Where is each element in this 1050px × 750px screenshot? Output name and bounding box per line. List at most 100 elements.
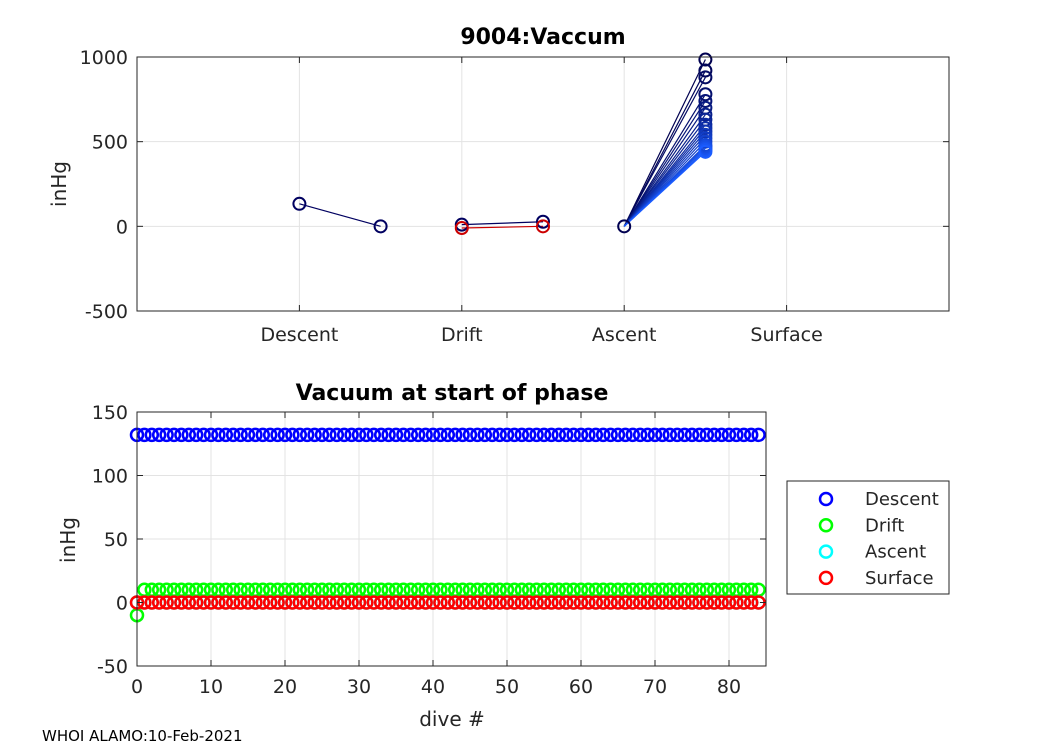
point-descent (277, 427, 293, 443)
point-descent (447, 427, 463, 443)
point-surface (359, 595, 374, 610)
point-surface (203, 595, 219, 610)
top-x-tick-label: Ascent (592, 324, 657, 346)
point-descent (322, 427, 337, 443)
point-surface (507, 595, 522, 610)
point-descent (625, 427, 641, 443)
point-descent (381, 427, 396, 443)
point-surface (144, 595, 160, 610)
point-surface (292, 595, 308, 610)
ascent-end-marker (698, 63, 713, 78)
bottom-x-tick-label: 20 (273, 676, 297, 698)
point-surface (706, 595, 722, 610)
phase-marker (373, 219, 388, 234)
bottom-x-tick-label: 30 (347, 676, 371, 698)
top-x-tick-label: Drift (441, 324, 483, 346)
point-surface (262, 595, 278, 610)
point-descent (692, 427, 707, 443)
bottom-x-tick-label: 70 (643, 676, 667, 698)
point-surface (299, 595, 315, 610)
point-descent (655, 427, 670, 443)
point-surface (618, 595, 633, 610)
bottom-x-tick-label: 0 (131, 676, 143, 698)
point-descent (529, 427, 544, 443)
point-surface (669, 595, 685, 610)
point-descent (248, 427, 263, 443)
top-ticks: -500 0 500 1000 Descent Drift Ascent Surface (80, 47, 949, 346)
legend-label-drift: Drift (865, 515, 904, 536)
point-surface (566, 595, 581, 610)
point-surface (196, 595, 211, 610)
point-surface (699, 595, 715, 610)
point-surface (188, 595, 204, 610)
point-descent (218, 427, 234, 443)
top-y-tick-label: 500 (92, 132, 128, 154)
point-surface (692, 595, 707, 610)
point-surface (743, 595, 759, 610)
point-surface (240, 595, 256, 610)
point-surface (322, 595, 337, 610)
point-surface (729, 595, 744, 610)
point-surface (529, 595, 544, 610)
point-descent (403, 427, 419, 443)
point-surface (544, 595, 559, 610)
point-descent (292, 427, 308, 443)
phase-marker (536, 214, 550, 229)
point-surface (336, 595, 352, 610)
footer-caption: WHOI ALAMO:10-Feb-2021 (42, 727, 243, 745)
point-descent (211, 427, 226, 443)
point-descent (677, 427, 692, 443)
point-descent (329, 427, 345, 443)
phase-marker (454, 221, 469, 236)
point-descent (455, 427, 470, 443)
point-surface (462, 595, 478, 610)
legend-label-surface: Surface (865, 568, 934, 589)
point-surface (218, 595, 234, 610)
point-descent (396, 427, 411, 443)
point-descent (314, 427, 330, 443)
point-surface (285, 595, 300, 610)
top-y-tick-label: -500 (85, 301, 128, 323)
point-surface (418, 595, 433, 610)
top-plot-area (137, 57, 949, 311)
point-surface (307, 595, 322, 610)
point-descent (558, 427, 574, 443)
legend-label-ascent: Ascent (865, 542, 926, 563)
bottom-y-tick-label: 0 (116, 593, 128, 615)
point-surface (551, 595, 567, 610)
point-surface (603, 595, 618, 610)
point-surface (329, 595, 345, 610)
legend-label-descent: Descent (865, 489, 939, 510)
point-descent (514, 427, 530, 443)
point-surface (225, 595, 241, 610)
point-descent (544, 427, 559, 443)
point-surface (492, 595, 507, 610)
top-y-axis-label: inHg (47, 161, 71, 207)
point-descent (270, 427, 285, 443)
top-y-tick-label: 1000 (80, 47, 128, 69)
point-descent (647, 427, 663, 443)
point-descent (566, 427, 581, 443)
point-descent (736, 427, 752, 443)
point-surface (396, 595, 411, 610)
point-surface (159, 595, 174, 610)
point-descent (225, 427, 241, 443)
point-descent (588, 427, 604, 443)
ascent-end-marker (698, 70, 713, 85)
point-surface (410, 595, 426, 610)
point-descent (521, 427, 537, 443)
point-descent (484, 427, 500, 443)
ascent-line (623, 77, 706, 227)
point-surface (714, 595, 729, 610)
point-surface (647, 595, 663, 610)
bottom-y-tick-label: 50 (104, 529, 128, 551)
point-descent (492, 427, 507, 443)
phase-line (461, 221, 544, 226)
legend-marker-drift (818, 518, 834, 533)
point-surface (581, 595, 596, 610)
point-descent (174, 427, 189, 443)
point-descent (669, 427, 685, 443)
point-surface (270, 595, 285, 610)
top-plot-markers (292, 52, 713, 236)
ascent-line (623, 100, 706, 227)
